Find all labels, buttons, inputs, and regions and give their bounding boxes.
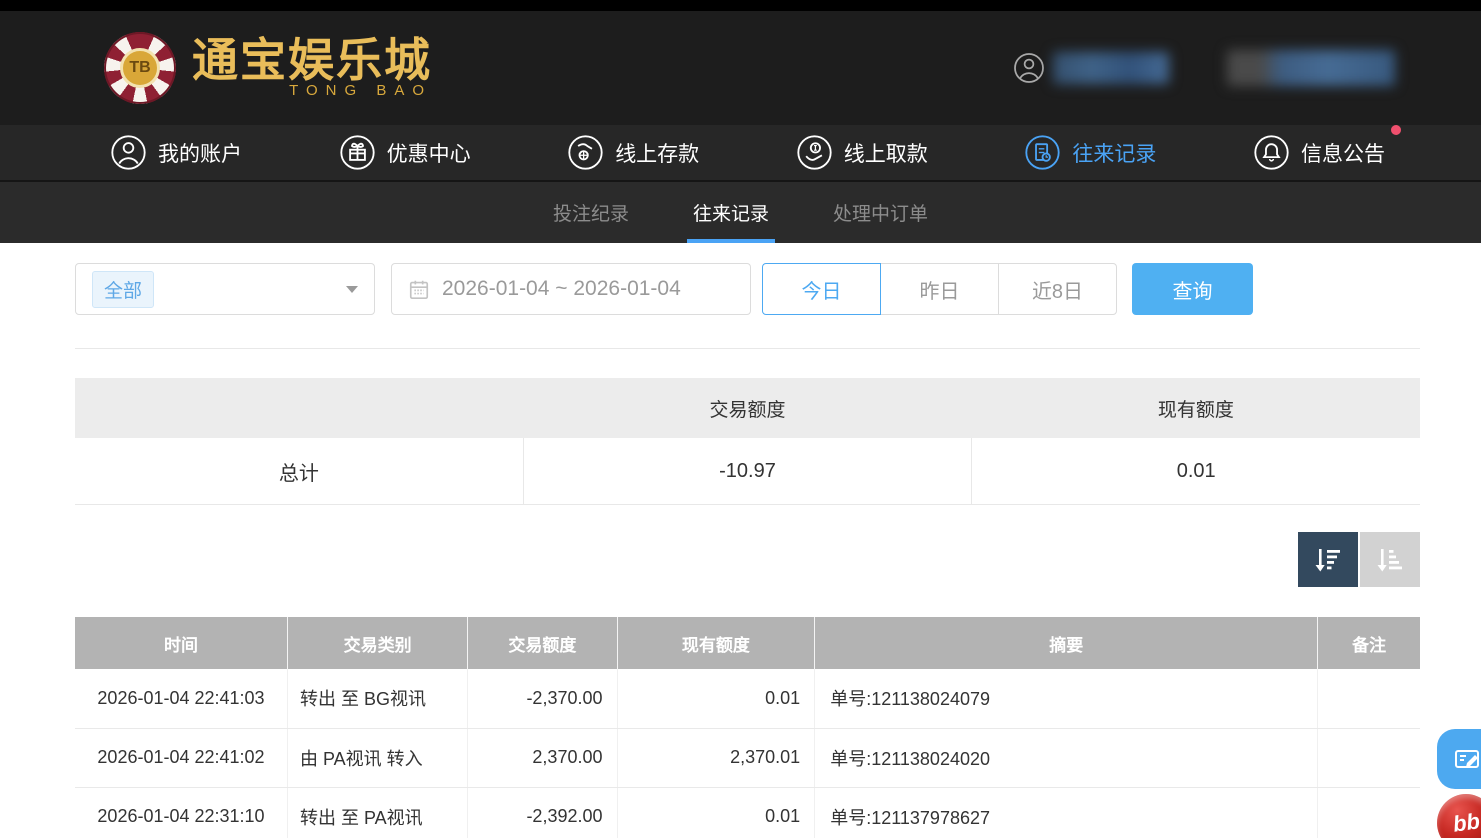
- col-type: 交易类别: [286, 617, 468, 669]
- summary-total-trade: -10.97: [522, 438, 972, 504]
- redacted-username: [1053, 52, 1169, 84]
- date-range-value: 2026-01-04 ~ 2026-01-04: [442, 277, 681, 300]
- brand-subtitle: TONG BAO: [289, 81, 432, 99]
- tab-transaction-records[interactable]: 往来记录: [686, 182, 776, 243]
- cell-balance: 2,370.01: [616, 728, 815, 788]
- nav-label: 往来记录: [1072, 142, 1157, 166]
- deposit-icon: [568, 135, 603, 170]
- table-row: 2026-01-04 22:41:02 由 PA视讯 转入 2,370.00 2…: [75, 728, 1420, 788]
- nav-item-my-account[interactable]: 我的账户: [110, 134, 242, 171]
- divider: [75, 348, 1420, 349]
- summary-header-row: 交易额度 现有额度: [75, 378, 1420, 438]
- cell-type: 由 PA视讯 转入: [286, 728, 468, 788]
- casino-chip-icon: TB: [104, 32, 176, 104]
- query-button[interactable]: 查询: [1132, 263, 1253, 315]
- cell-note: [1317, 728, 1420, 788]
- tab-label: 往来记录: [692, 204, 769, 225]
- sort-controls: [75, 532, 1420, 587]
- quick-range-group: 今日 昨日 近8日: [762, 263, 1117, 315]
- nav-item-deposit[interactable]: 线上存款: [567, 134, 699, 171]
- col-summary: 摘要: [814, 617, 1318, 669]
- table-row: 2026-01-04 22:41:03 转出 至 BG视讯 -2,370.00 …: [75, 669, 1420, 729]
- notification-dot: [1390, 125, 1401, 135]
- range-today-button[interactable]: 今日: [762, 263, 881, 315]
- summary-header-balance: 现有额度: [1157, 399, 1234, 421]
- records-icon: [1025, 135, 1060, 170]
- col-time: 时间: [75, 617, 288, 669]
- summary-total-label: 总计: [278, 462, 319, 485]
- chevron-down-icon: [346, 285, 358, 293]
- range-yesterday-button[interactable]: 昨日: [880, 263, 999, 315]
- user-area: [1013, 50, 1395, 86]
- nav-item-withdraw[interactable]: 线上取款: [796, 134, 928, 171]
- cell-summary: 单号:121137978627: [814, 787, 1318, 838]
- col-note: 备注: [1317, 617, 1420, 669]
- date-range-input[interactable]: 2026-01-04 ~ 2026-01-04: [391, 263, 751, 315]
- user-icon: [111, 135, 146, 170]
- customer-service-button[interactable]: [1437, 729, 1481, 789]
- nav-label: 优惠中心: [386, 142, 471, 166]
- nav-label: 线上存款: [615, 142, 700, 166]
- sort-desc-icon: [1315, 548, 1340, 571]
- cell-time: 2026-01-04 22:31:10: [75, 787, 288, 838]
- table-row: 2026-01-04 22:31:10 转出 至 PA视讯 -2,392.00 …: [75, 787, 1420, 838]
- summary-header-trade: 交易额度: [709, 399, 786, 421]
- type-selected-chip[interactable]: 全部: [92, 270, 155, 308]
- cell-note: [1317, 787, 1420, 838]
- bbin-logo: bb: [1450, 808, 1481, 837]
- cell-summary: 单号:121138024020: [814, 728, 1318, 788]
- tab-pending-orders[interactable]: 处理中订单: [827, 182, 934, 243]
- nav-label: 我的账户: [158, 142, 242, 166]
- filter-bar: 全部 2026-01-04 ~ 2026-01-04 今日 昨日 近8日 查询: [75, 263, 1420, 315]
- cell-type: 转出 至 BG视讯: [286, 669, 468, 729]
- tab-bet-records[interactable]: 投注纪录: [547, 182, 635, 243]
- cell-time: 2026-01-04 22:41:02: [75, 728, 288, 788]
- nav-item-records[interactable]: 往来记录: [1024, 134, 1156, 171]
- gift-icon: [339, 135, 375, 170]
- feedback-card-icon: [1455, 750, 1479, 768]
- sort-asc-icon: [1377, 548, 1402, 571]
- sort-desc-button[interactable]: [1298, 532, 1358, 587]
- cell-time: 2026-01-04 22:41:03: [75, 669, 288, 729]
- range-last8days-button[interactable]: 近8日: [998, 263, 1117, 315]
- nav-label: 线上取款: [843, 142, 928, 166]
- bell-icon: [1254, 135, 1289, 170]
- brand-logo[interactable]: TB 通宝娱乐城 TONG BAO: [104, 32, 432, 104]
- type-select[interactable]: 全部: [75, 263, 375, 315]
- col-amount: 交易额度: [467, 617, 617, 669]
- cell-amount: -2,370.00: [467, 669, 617, 729]
- cell-note: [1317, 669, 1420, 729]
- cell-type: 转出 至 PA视讯: [286, 787, 468, 838]
- sort-asc-button[interactable]: [1360, 532, 1420, 587]
- brand-title: 通宝娱乐城: [192, 35, 432, 87]
- summary-table: 交易额度 现有额度 总计 -10.97 0.01: [75, 378, 1420, 505]
- transactions-table: 时间 交易类别 交易额度 现有额度 摘要 备注 2026-01-04 22:41…: [75, 617, 1420, 838]
- tab-label: 处理中订单: [833, 204, 929, 225]
- summary-total-row: 总计 -10.97 0.01: [75, 438, 1420, 505]
- tab-label: 投注纪录: [552, 204, 629, 225]
- withdraw-icon: [797, 135, 832, 170]
- nav-item-promotions[interactable]: 优惠中心: [339, 134, 471, 171]
- main-nav: 我的账户 优惠中心 线上存款 线上取款: [0, 125, 1481, 182]
- cell-amount: -2,392.00: [467, 787, 617, 838]
- nav-label: 信息公告: [1300, 142, 1385, 166]
- top-black-strip: [0, 0, 1481, 11]
- table-header-row: 时间 交易类别 交易额度 现有额度 摘要 备注: [75, 617, 1420, 669]
- cell-summary: 单号:121138024079: [814, 669, 1318, 729]
- site-header: TB 通宝娱乐城 TONG BAO: [0, 11, 1481, 125]
- summary-total-balance: 0.01: [971, 438, 1420, 504]
- subnav: 投注纪录 往来记录 处理中订单: [0, 182, 1481, 243]
- chip-monogram: TB: [120, 48, 160, 88]
- cell-balance: 0.01: [616, 669, 815, 729]
- avatar-icon: [1014, 53, 1044, 83]
- redacted-balance: [1227, 50, 1395, 86]
- summary-header-empty: [75, 378, 523, 438]
- cell-amount: 2,370.00: [467, 728, 617, 788]
- content: 全部 2026-01-04 ~ 2026-01-04 今日 昨日 近8日 查询: [0, 243, 1481, 838]
- calendar-icon: [409, 280, 429, 299]
- cell-balance: 0.01: [616, 787, 815, 838]
- col-balance: 现有额度: [616, 617, 815, 669]
- nav-item-announcements[interactable]: 信息公告: [1253, 125, 1401, 171]
